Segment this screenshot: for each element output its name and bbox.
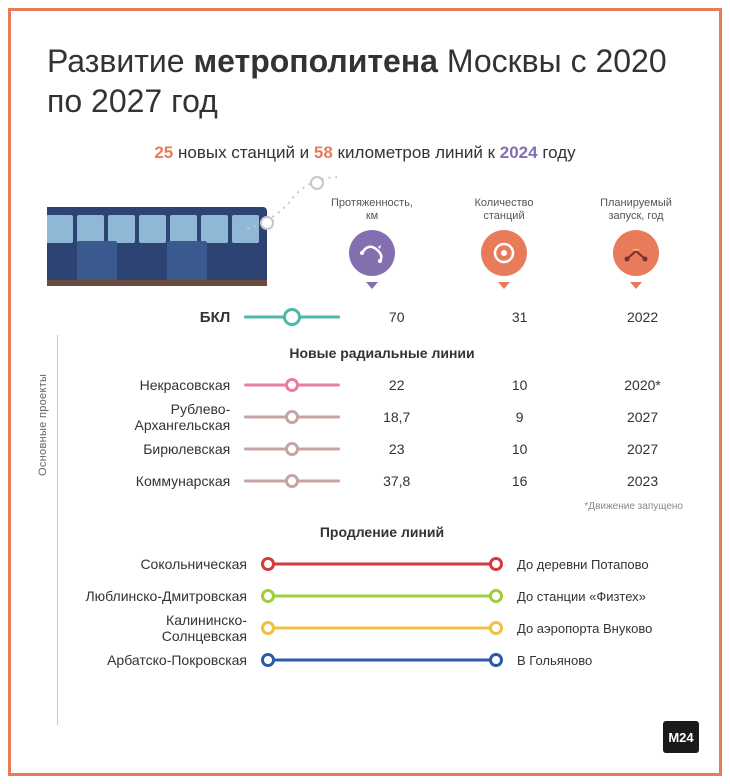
side-label: Основные проекты: [37, 374, 49, 476]
row-extension: Калининско-СолнцевскаяДо аэропорта Внуко…: [81, 612, 683, 644]
section-ext-heading: Продление линий: [81, 524, 683, 540]
row-extension: СокольническаяДо деревни Потапово: [81, 548, 683, 580]
row-bkl: БКЛ 70 31 2022: [81, 301, 683, 333]
subtitle: 25 новых станций и 58 километров линий к…: [47, 143, 683, 163]
row-radial: Коммунарская37,8162023: [81, 465, 683, 497]
stations-icon: [481, 230, 527, 276]
logo-m24: М24: [663, 721, 699, 753]
extension-bar: [261, 557, 503, 571]
dotted-path: [247, 169, 357, 239]
page-title: Развитие метрополитена Москвы с 2020 по …: [47, 41, 683, 121]
year-icon: [613, 230, 659, 276]
slider: [244, 378, 340, 392]
side-divider: [57, 335, 58, 725]
row-extension: Люблинско-ДмитровскаяДо станции «Физтех»: [81, 580, 683, 612]
slider: [244, 474, 340, 488]
row-extension: Арбатско-ПокровскаяВ Гольяново: [81, 644, 683, 676]
column-year: Планируемый запуск, год: [591, 197, 681, 290]
extension-bar: [261, 589, 503, 603]
slider: [244, 410, 340, 424]
train-illustration: [47, 183, 267, 293]
row-radial: Рублево-Архангельская18,792027: [81, 401, 683, 433]
column-stations: Количество станций: [459, 197, 549, 290]
slider-bkl: [244, 310, 340, 324]
row-radial: Некрасовская22102020*: [81, 369, 683, 401]
slider: [244, 442, 340, 456]
section-radial-heading: Новые радиальные линии: [81, 345, 683, 361]
extension-bar: [261, 653, 503, 667]
row-radial: Бирюлевская23102027: [81, 433, 683, 465]
footnote: *Движение запущено: [81, 501, 683, 512]
extension-bar: [261, 621, 503, 635]
